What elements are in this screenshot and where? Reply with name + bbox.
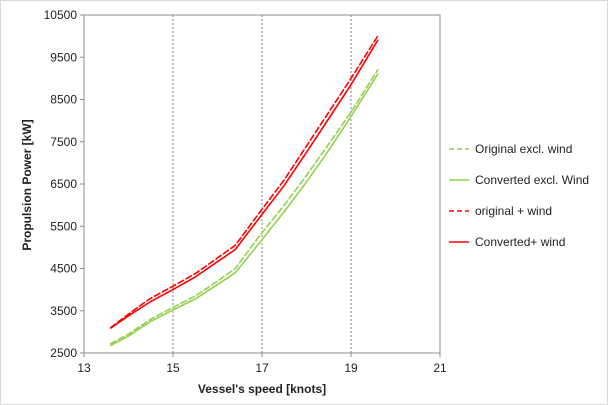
legend-label: original + wind	[475, 204, 552, 218]
legend-label: Original excl. wind	[475, 142, 572, 156]
y-tick-label: 9500	[50, 50, 77, 64]
x-tick-label: 15	[166, 361, 180, 375]
y-tick-label: 5500	[50, 219, 77, 233]
y-tick-label: 4500	[50, 262, 77, 276]
x-tick-label: 13	[77, 361, 91, 375]
y-tick-label: 2500	[50, 346, 77, 360]
y-tick-label: 3500	[50, 304, 77, 318]
y-tick-label: 8500	[50, 93, 77, 107]
legend-label: Converted excl. Wind	[475, 173, 589, 187]
legend-label: Converted+ wind	[475, 235, 565, 249]
y-tick-label: 10500	[44, 8, 78, 22]
x-tick-label: 21	[433, 361, 447, 375]
series-line-2	[109, 73, 379, 347]
y-axis-title: Propulsion Power [kW]	[20, 119, 34, 250]
series-line-3	[109, 35, 379, 329]
x-tick-label: 17	[255, 361, 269, 375]
series-line-4	[109, 39, 379, 329]
y-tick-label: 6500	[50, 177, 77, 191]
x-tick-label: 19	[344, 361, 358, 375]
x-axis-title: Vessel's speed [knots]	[198, 382, 326, 396]
series-line-1	[109, 69, 379, 345]
y-tick-label: 7500	[50, 135, 77, 149]
